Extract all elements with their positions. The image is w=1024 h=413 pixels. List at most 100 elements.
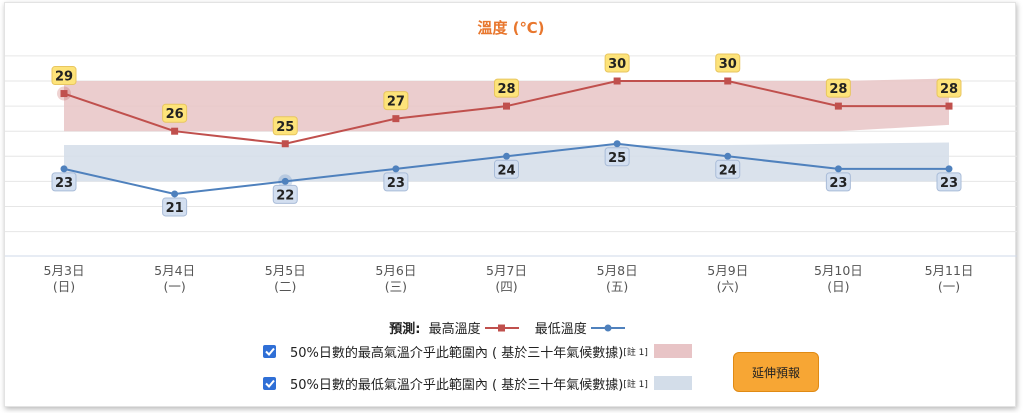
- series-legend: 預測: 最高溫度 最低溫度: [5, 318, 1017, 337]
- label-value: 26: [166, 107, 184, 122]
- max-band-text: 50%日數的最高氣溫介乎此範圍內 ( 基於三十年氣候數據): [290, 345, 624, 361]
- x-tick-line: 5月9日: [707, 263, 748, 278]
- legend-max-line-icon: [484, 324, 519, 331]
- min-temp-label: 25: [604, 147, 630, 167]
- x-tick-line: (日): [827, 279, 849, 294]
- legend-max-label: 最高溫度: [428, 322, 481, 337]
- label-box: [383, 172, 409, 192]
- label-box: [604, 147, 630, 167]
- label-box: [825, 172, 851, 192]
- x-tick-line: 5月7日: [486, 263, 527, 278]
- x-tick-line: (六): [717, 279, 739, 294]
- max-band-toggle-row: 50%日數的最高氣溫介乎此範圍內 ( 基於三十年氣候數據) [註 1]: [263, 340, 692, 362]
- max-band-note[interactable]: [註 1]: [623, 347, 648, 358]
- min-temp-label: 23: [825, 172, 851, 192]
- min-temp-label: 23: [51, 172, 77, 192]
- max-temp-point: [60, 90, 68, 98]
- label-box: [936, 78, 962, 98]
- max-band-checkbox[interactable]: [263, 344, 276, 358]
- min-band-note[interactable]: [註 1]: [623, 379, 648, 390]
- min-temp-point: [834, 165, 842, 173]
- x-tick-line: 5月5日: [265, 263, 306, 278]
- max-temp-point: [945, 102, 953, 110]
- label-box: [383, 91, 409, 111]
- x-tick-line: 5月11日: [925, 263, 974, 278]
- label-box: [51, 172, 77, 192]
- temperature-chart: 29 26 25 27 28 30 30 28 28 23 21 22 23 24 25 24 23 23 5月3…: [5, 53, 1017, 294]
- min-temp-point: [613, 140, 621, 148]
- x-tick-line: (一): [163, 279, 185, 294]
- max-temp-point: [503, 102, 510, 110]
- label-value: 29: [55, 70, 73, 85]
- max-temp-label: 29: [51, 66, 77, 86]
- label-value: 25: [608, 151, 626, 166]
- min-temp-point: [171, 190, 179, 198]
- label-value: 28: [497, 82, 515, 97]
- legend-min-label: 最低溫度: [534, 322, 587, 337]
- max-band-swatch: [653, 344, 692, 358]
- label-value: 22: [276, 188, 294, 203]
- max-temp-point: [613, 77, 621, 85]
- label-box: [272, 184, 298, 204]
- x-tick-label: 5月10日(日): [814, 263, 863, 294]
- label-value: 30: [719, 57, 737, 72]
- x-tick-label: 5月3日(日): [44, 263, 85, 294]
- legend-min[interactable]: 最低溫度: [535, 318, 633, 337]
- label-value: 21: [166, 201, 184, 216]
- min-temp-label: 23: [383, 172, 409, 192]
- x-tick-line: (日): [53, 279, 75, 294]
- min-temp-point: [945, 165, 953, 173]
- label-box: [936, 172, 962, 192]
- label-value: 30: [608, 57, 626, 72]
- label-box: [162, 103, 188, 123]
- min-temp-point: [503, 152, 510, 160]
- label-value: 27: [387, 95, 405, 110]
- x-tick-line: (三): [385, 279, 407, 294]
- legend-prefix: 預測:: [389, 322, 421, 337]
- label-box: [604, 53, 630, 73]
- x-tick-line: 5月4日: [154, 263, 195, 278]
- label-box: [715, 159, 741, 179]
- x-tick-line: 5月3日: [44, 263, 85, 278]
- x-tick-label: 5月7日(四): [486, 263, 527, 294]
- min-temp-label: 24: [494, 159, 519, 179]
- max-temp-point: [281, 140, 289, 148]
- x-tick-label: 5月4日(一): [154, 263, 195, 294]
- x-tick-line: (五): [606, 279, 628, 294]
- legend-max[interactable]: 最高溫度: [429, 318, 527, 337]
- x-tick-line: 5月10日: [814, 263, 863, 278]
- min-temp-point: [60, 165, 68, 173]
- max-temp-label: 28: [494, 78, 519, 98]
- min-temp-label: 24: [715, 159, 741, 179]
- chart-title: 溫度 (℃): [477, 19, 545, 37]
- x-tick-label: 5月6日(三): [375, 263, 416, 294]
- max-temp-point: [834, 102, 842, 110]
- max-temp-label: 28: [825, 78, 851, 98]
- min-temp-point: [281, 177, 289, 185]
- min-band-toggle-row: 50%日數的最低氣溫介乎此範圍內 ( 基於三十年氣候數據) [註 1]: [263, 372, 692, 394]
- label-box: [51, 66, 77, 86]
- x-tick-line: (四): [495, 279, 517, 294]
- label-value: 23: [940, 176, 958, 191]
- min-band-checkbox[interactable]: [263, 376, 276, 390]
- min-temp-point: [392, 165, 400, 173]
- label-value: 28: [829, 82, 847, 97]
- label-box: [494, 159, 519, 179]
- label-box: [162, 197, 188, 217]
- max-temp-label: 28: [936, 78, 962, 98]
- x-tick-line: 5月8日: [597, 263, 638, 278]
- label-value: 28: [940, 82, 958, 97]
- extended-forecast-button[interactable]: 延伸預報: [733, 352, 819, 392]
- label-value: 24: [497, 163, 515, 178]
- label-value: 23: [387, 176, 405, 191]
- label-value: 23: [55, 176, 73, 191]
- x-tick-label: 5月5日(二): [265, 263, 306, 294]
- min-temp-point: [724, 152, 732, 160]
- label-value: 23: [829, 176, 847, 191]
- x-tick-label: 5月11日(一): [925, 263, 974, 294]
- label-box: [825, 78, 851, 98]
- max-temp-label: 30: [715, 53, 741, 73]
- x-tick-line: (二): [274, 279, 296, 294]
- label-value: 24: [719, 163, 737, 178]
- x-tick-line: (一): [938, 279, 960, 294]
